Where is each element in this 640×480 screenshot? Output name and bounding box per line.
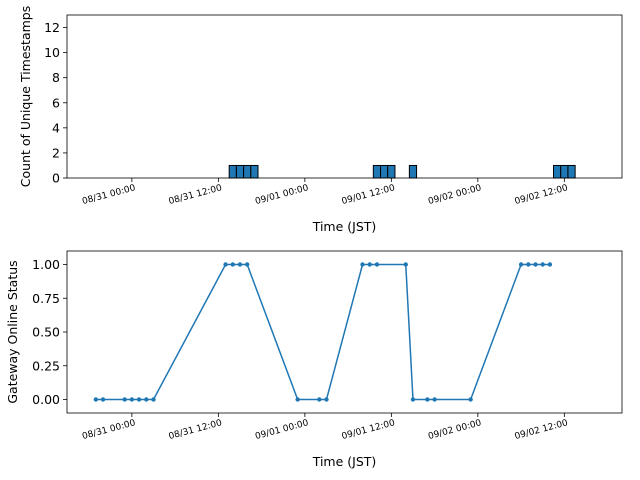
y-tick-label: 12 — [44, 20, 60, 35]
status-point — [518, 262, 524, 267]
status-point — [324, 397, 329, 402]
status-point — [317, 397, 322, 402]
histogram-bar — [243, 164, 252, 179]
status-point — [122, 397, 127, 402]
y-tick-label: 0.75 — [32, 291, 60, 306]
status-point — [360, 262, 365, 267]
x-tick-label: 09/01 12:00 — [341, 418, 397, 442]
histogram-bar — [387, 164, 396, 179]
x-tick-label: 08/31 12:00 — [168, 418, 224, 442]
status-point — [151, 397, 156, 402]
y-tick-label: 0.00 — [32, 392, 60, 407]
y-tick-label: 10 — [44, 45, 60, 60]
status-point — [526, 262, 531, 267]
y-tick-label: 0.50 — [32, 325, 60, 340]
status-point — [533, 262, 538, 267]
histogram-bar — [235, 164, 245, 179]
x-tick-label: 09/01 00:00 — [254, 183, 310, 207]
y-tick-label: 4 — [52, 120, 60, 135]
plot-frame — [66, 14, 623, 179]
histogram-bar — [560, 164, 569, 179]
x-tick-label: 08/31 00:00 — [81, 418, 137, 442]
status-point — [432, 397, 437, 402]
histogram-bar — [250, 164, 259, 179]
status-point — [223, 262, 228, 267]
histogram-bar — [567, 164, 576, 179]
x-tick-label: 09/02 12:00 — [514, 418, 570, 442]
x-tick-label: 08/31 12:00 — [168, 183, 224, 207]
status-point — [403, 262, 408, 267]
y-axis-label: Gateway Online Status — [5, 260, 20, 403]
y-tick-label: 0 — [52, 171, 60, 186]
status-point — [367, 262, 372, 267]
x-tick-label: 09/02 00:00 — [427, 418, 483, 442]
status-point — [295, 397, 300, 402]
x-tick-label: 09/01 00:00 — [254, 418, 310, 442]
status-point — [468, 397, 473, 402]
status-point — [230, 262, 235, 267]
x-tick-label: 09/02 12:00 — [514, 183, 570, 207]
y-tick-label: 8 — [52, 70, 60, 85]
status-point — [410, 397, 416, 402]
y-tick-label: 6 — [52, 95, 60, 110]
y-tick-label: 0.25 — [32, 358, 60, 373]
top-chart-panel: 0 2 4 6 8 10 12 08/31 00:00 08/31 12:00 09/01 00:… — [18, 6, 623, 234]
x-axis-label: Time (JST) — [312, 454, 377, 469]
x-tick-label: 09/02 00:00 — [427, 183, 483, 207]
histogram-bar — [380, 164, 389, 179]
status-point — [144, 397, 149, 402]
status-point — [129, 397, 135, 402]
histogram-bar — [408, 164, 418, 179]
histogram-bar — [228, 164, 237, 179]
bottom-chart-panel: 0.00 0.25 0.50 0.75 1.00 08/31 00:00 08/31 12:… — [5, 250, 623, 469]
x-tick-label: 09/01 12:00 — [341, 183, 397, 207]
status-point — [374, 262, 380, 267]
status-point — [136, 397, 142, 402]
status-point — [237, 262, 243, 267]
y-axis-label: Count of Unique Timestamps — [18, 6, 33, 187]
status-point — [547, 262, 553, 267]
status-point — [425, 397, 430, 402]
status-point — [540, 262, 545, 267]
histogram-bar — [553, 164, 562, 179]
status-point — [244, 262, 250, 267]
status-line — [95, 263, 550, 401]
status-point — [93, 397, 99, 402]
x-tick-label: 08/31 00:00 — [81, 183, 137, 207]
y-tick-label: 2 — [52, 145, 60, 160]
x-axis-label: Time (JST) — [312, 219, 377, 234]
y-tick-label: 1.00 — [32, 257, 60, 272]
plot-frame — [66, 250, 623, 414]
histogram-bar — [372, 164, 382, 179]
status-point — [100, 397, 106, 402]
